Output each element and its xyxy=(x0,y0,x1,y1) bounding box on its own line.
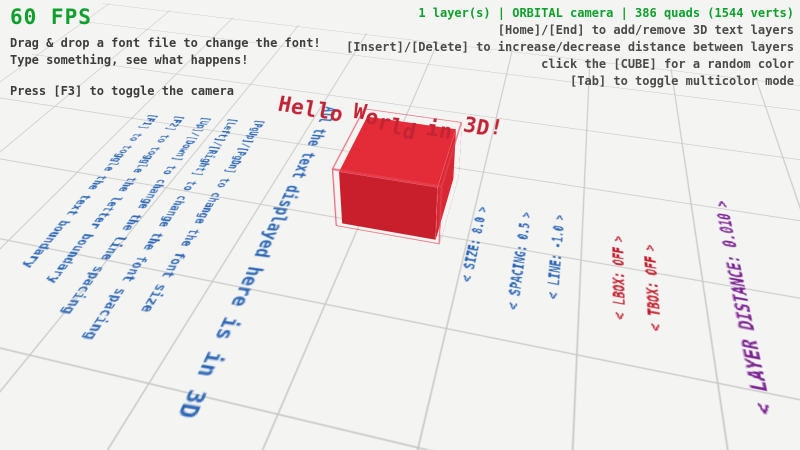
hint-add-remove-layers: [Home]/[End] to add/remove 3D text layer… xyxy=(497,23,794,37)
label-tbox: < TBOX: OFF > xyxy=(642,243,666,334)
hint-cube-random-color: click the [CUBE] for a random color xyxy=(541,57,794,71)
cube[interactable] xyxy=(338,116,456,240)
ground-caption-text: All the text displayed here is in 3D xyxy=(170,106,340,421)
hint-layer-distance: [Insert]/[Delete] to increase/decrease d… xyxy=(346,40,794,54)
label-line-spacing: < LINE: -1.0 > xyxy=(544,213,569,301)
fps-counter: 60 FPS xyxy=(10,5,92,29)
status-bar: 1 layer(s) | ORBITAL camera | 386 quads … xyxy=(418,6,794,20)
ground-help-line-3: [Up]/[Down] to change the line spacing xyxy=(57,116,214,315)
ground-help-line-2: [F2] to toggle the letter boundary xyxy=(42,115,187,285)
label-layer-distance: < LAYER DISTANCE: 0.010 > xyxy=(712,199,780,418)
hint-type-something: Type something, see what happens! xyxy=(10,53,249,67)
label-size: < SIZE: 8.0 > xyxy=(458,205,491,284)
hint-toggle-camera: Press [F3] to toggle the camera xyxy=(10,84,234,98)
hint-drag-drop-font: Drag & drop a font file to change the fo… xyxy=(10,36,321,50)
label-spacing: < SPACING: 0.5 > xyxy=(504,211,535,312)
ground-help-line-1: [F1] to toggle the text boundary xyxy=(18,113,161,269)
ground-help-line-5: [PgUp]/[PgDn] to change the font size xyxy=(136,119,267,314)
label-lbox: < LBOX: OFF > xyxy=(610,234,630,322)
hud-right-panel: 1 layer(s) | ORBITAL camera | 386 quads … xyxy=(346,6,794,91)
hint-multicolor-mode: [Tab] to toggle multicolor mode xyxy=(570,74,794,88)
